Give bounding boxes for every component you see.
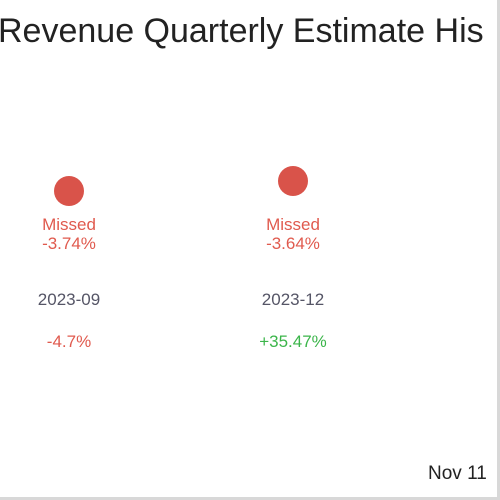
data-point-marker [54, 176, 84, 206]
surprise-percent: -0 [447, 234, 500, 253]
change-percent: +35.47% [259, 332, 327, 351]
chart-title: Revenue Quarterly Estimate His [0, 12, 484, 50]
date-label: Nov 11 [428, 463, 487, 484]
estimate-status: Mi-0 [447, 215, 500, 253]
surprise-percent: -3.74% [42, 234, 96, 253]
period-label: 2023-12 [261, 290, 325, 309]
frame-edge-right [497, 0, 500, 500]
change-percent: -0 [447, 332, 500, 352]
frame-edge-bottom [0, 497, 500, 500]
status-label: Mi [447, 215, 500, 234]
change-percent: -4.7% [46, 332, 92, 351]
surprise-percent: -3.64% [266, 234, 320, 253]
status-label: Missed [266, 215, 320, 234]
estimate-status: Missed -3.64% [223, 215, 363, 253]
estimate-status: Missed -3.74% [0, 215, 139, 253]
data-point-marker [278, 166, 308, 196]
period-label: 2023-09 [37, 290, 101, 309]
period-label: 20 [447, 290, 500, 310]
status-label: Missed [42, 215, 96, 234]
